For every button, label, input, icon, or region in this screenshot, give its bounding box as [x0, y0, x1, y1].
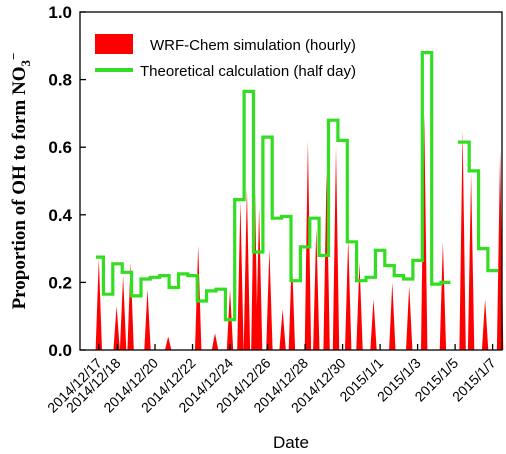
wrf-chem-spike: [119, 275, 127, 350]
y-tick-label: 0.2: [48, 273, 72, 292]
legend-swatch-wrf-chem: [95, 34, 133, 54]
x-axis-title: Date: [273, 433, 309, 452]
wrf-chem-spike: [144, 289, 151, 350]
y-tick-label: 1.0: [48, 3, 72, 22]
wrf-chem-spike: [439, 241, 447, 350]
theoretical-step-line: [457, 140, 499, 273]
wrf-chem-spike: [421, 113, 428, 351]
legend-label-wrf-chem: WRF-Chem simulation (hourly): [150, 37, 356, 54]
wrf-chem-spike: [95, 258, 102, 350]
y-axis-title-main: Proportion of OH to form NO: [9, 67, 30, 310]
wrf-chem-spike: [313, 228, 320, 350]
wrf-chem-spike: [266, 248, 273, 350]
wrf-chem-spike: [165, 336, 172, 350]
y-tick-label: 0.8: [48, 71, 72, 90]
wrf-chem-spike: [127, 262, 134, 350]
legend-label-theoretical: Theoretical calculation (half day): [140, 63, 356, 80]
x-axis: 2014/12/172014/12/182014/12/202014/12/22…: [44, 344, 499, 416]
wrf-chem-spike: [237, 201, 244, 350]
wrf-chem-spike: [459, 130, 466, 350]
wrf-chem-spike: [370, 299, 377, 350]
y-axis-title: Proportion of OH to form NO3−: [6, 53, 33, 310]
y-tick-label: 0.6: [48, 138, 72, 157]
y-tick-label: 0.0: [48, 341, 72, 360]
legend: WRF-Chem simulation (hourly) Theoretical…: [95, 34, 356, 80]
wrf-chem-spike: [389, 282, 396, 350]
wrf-chem-spike: [255, 208, 263, 350]
y-tick-label: 0.4: [48, 206, 72, 225]
y-axis-title-subscript: 3: [18, 60, 33, 67]
wrf-chem-spike: [243, 187, 251, 350]
wrf-chem-spike: [356, 262, 363, 350]
wrf-chem-spike: [211, 333, 219, 350]
wrf-chem-spike: [279, 309, 286, 350]
theoretical-step-line: [95, 50, 451, 322]
plot-frame: [79, 11, 503, 351]
wrf-chem-spike: [288, 255, 296, 350]
wrf-chem-spike: [304, 140, 312, 350]
wrf-chem-series: [95, 113, 504, 351]
wrf-chem-spike: [332, 147, 340, 350]
wrf-chem-spike: [467, 174, 475, 350]
wrf-chem-spike: [323, 170, 330, 350]
wrf-chem-spike: [113, 306, 120, 350]
y-axis-title-superscript: −: [6, 53, 21, 60]
wrf-chem-spike: [481, 299, 489, 350]
wrf-chem-spike: [406, 285, 413, 350]
wrf-chem-spike: [345, 238, 352, 350]
y-axis: 0.0 0.2 0.4 0.6 0.8 1.0: [48, 3, 86, 360]
theoretical-series: [95, 50, 499, 322]
